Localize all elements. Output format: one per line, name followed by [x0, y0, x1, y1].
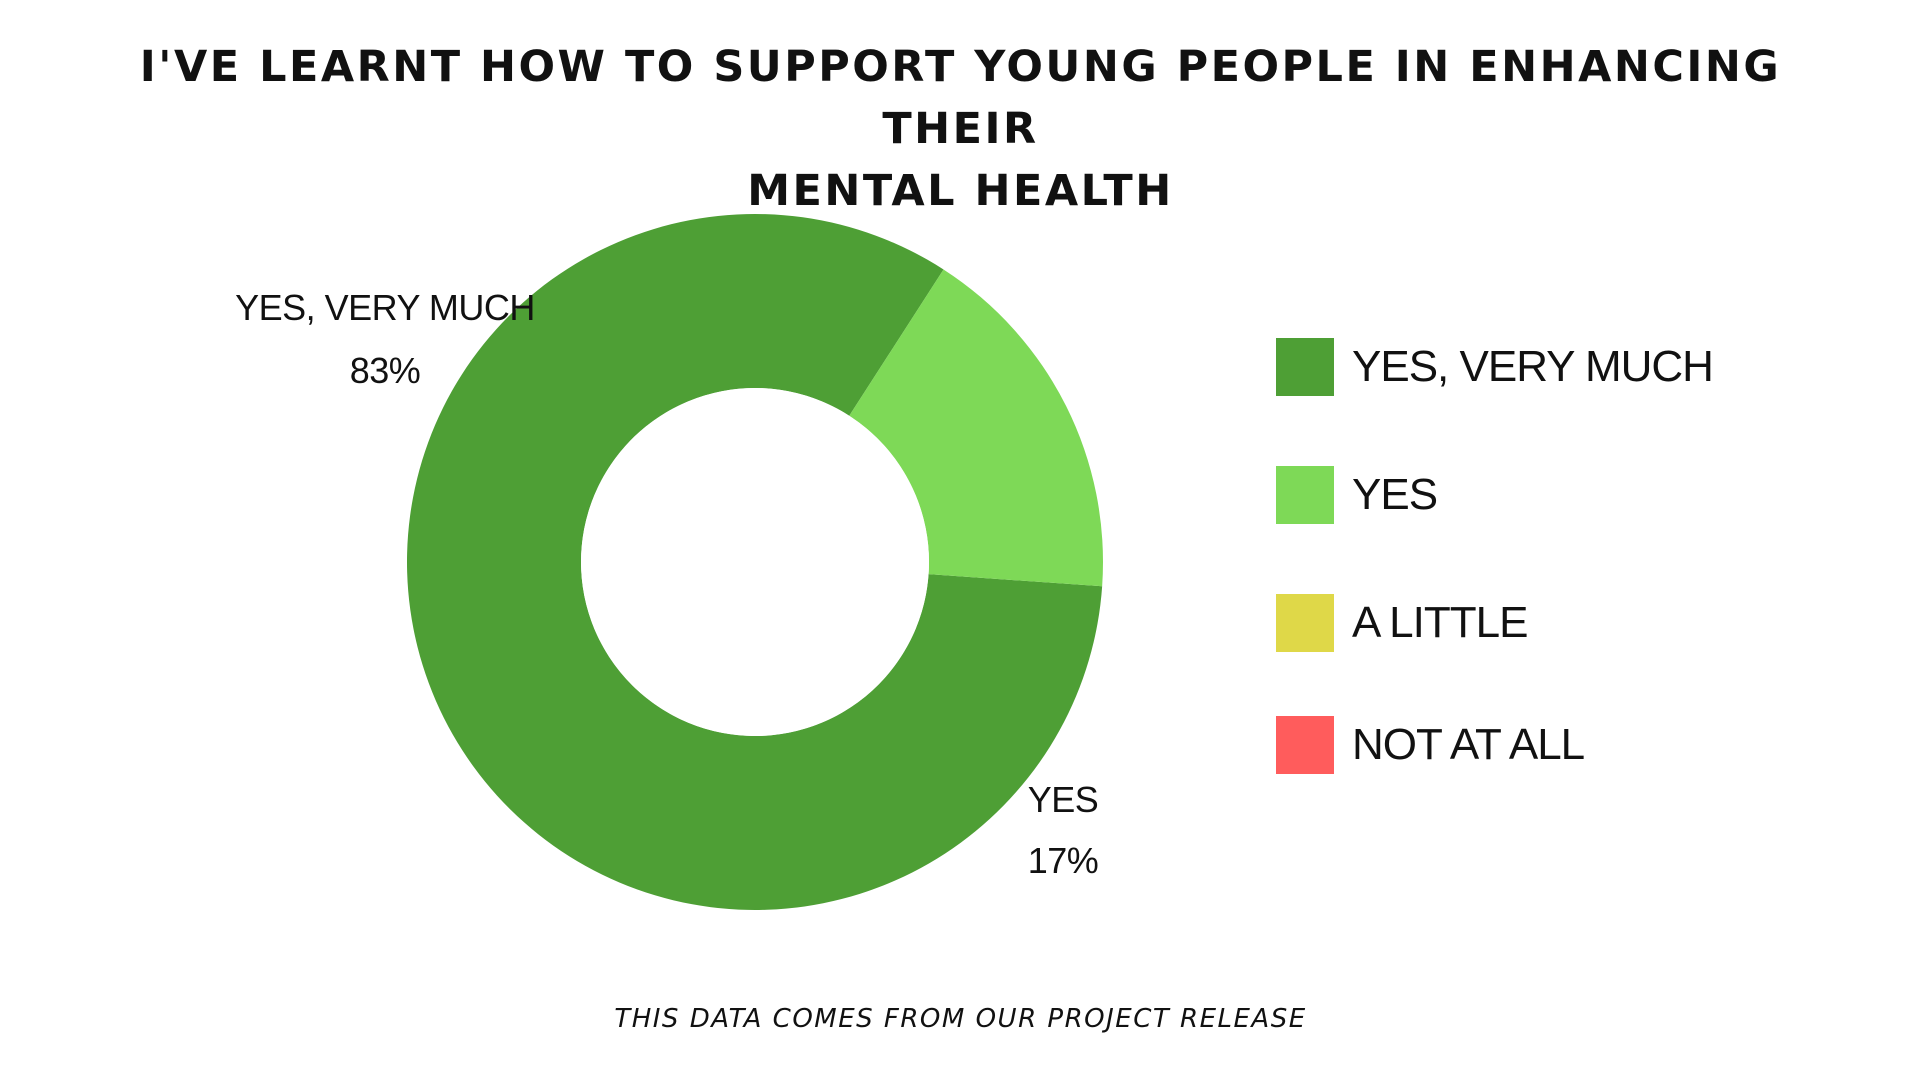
legend-item-yes-very-much: YES, VERY MUCH: [1276, 338, 1714, 396]
chart-title: I'VE LEARNT HOW TO SUPPORT YOUNG PEOPLE …: [80, 36, 1841, 222]
slice-label-yes-name: YES: [1028, 779, 1099, 820]
slice-label-yes-very-much-name: YES, VERY MUCH: [235, 287, 535, 328]
legend: YES, VERY MUCH YES A LITTLE NOT AT ALL: [1276, 338, 1714, 844]
footnote: THIS DATA COMES FROM OUR PROJECT RELEASE: [614, 1004, 1307, 1034]
chart-title-line-1: I'VE LEARNT HOW TO SUPPORT YOUNG PEOPLE …: [139, 42, 1782, 154]
donut-slice-yes-very-much: [407, 213, 1103, 910]
slice-label-yes-value: 17%: [1028, 840, 1099, 881]
donut-slices: [407, 213, 1104, 910]
chart-title-line-2: MENTAL HEALTH: [747, 166, 1174, 216]
donut-hole: [581, 388, 929, 736]
legend-swatch-a-little: [1276, 594, 1334, 652]
legend-swatch-yes: [1276, 466, 1334, 524]
legend-item-not-at-all: NOT AT ALL: [1276, 716, 1713, 774]
legend-label-not-at-all: NOT AT ALL: [1352, 720, 1585, 769]
donut-slice-yes: [849, 269, 1104, 587]
legend-label-yes: YES: [1352, 470, 1438, 519]
legend-swatch-yes-very-much: [1276, 338, 1334, 396]
slice-label-yes-very-much-value: 83%: [350, 350, 421, 391]
legend-swatch-not-at-all: [1276, 716, 1334, 774]
legend-label-yes-very-much: YES, VERY MUCH: [1352, 342, 1714, 391]
legend-item-yes: YES: [1276, 466, 1713, 524]
legend-label-a-little: A LITTLE: [1352, 598, 1528, 647]
legend-item-a-little: A LITTLE: [1276, 594, 1713, 652]
